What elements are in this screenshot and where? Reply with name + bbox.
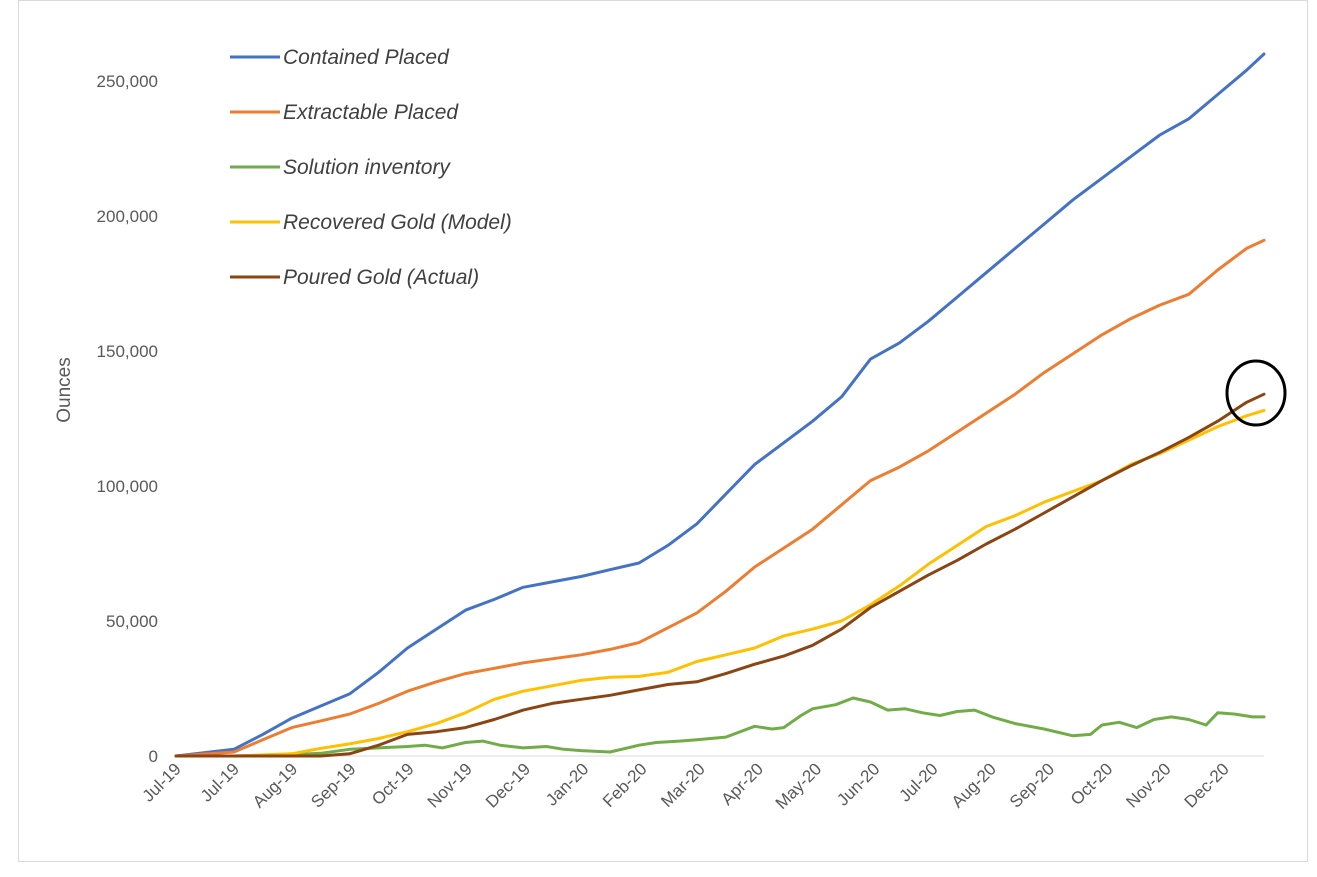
x-tick-label: Oct-19 [368, 759, 418, 809]
legend-label: Recovered Gold (Model) [283, 211, 512, 234]
x-tick-label: Sep-20 [1006, 759, 1058, 811]
y-tick-label: 150,000 [97, 342, 158, 361]
x-tick-label: Sep-19 [307, 759, 359, 811]
y-tick-label: 100,000 [97, 477, 158, 496]
x-tick-label: Jul-19 [139, 759, 185, 805]
x-tick-label: Aug-20 [948, 759, 1000, 811]
x-tick-label: Nov-19 [424, 759, 476, 811]
y-tick-label: 50,000 [106, 612, 158, 631]
legend-label: Solution inventory [283, 156, 451, 179]
x-tick-label: Jul-20 [896, 759, 942, 805]
series-line-contained-placed [174, 52, 1266, 758]
x-tick-label: Dec-19 [482, 759, 534, 811]
y-axis-title: Ounces [54, 357, 75, 422]
x-tick-label: Aug-19 [249, 759, 301, 811]
y-tick-label: 200,000 [97, 207, 158, 226]
series-line-solution-inventory [174, 696, 1266, 758]
y-tick-label: 250,000 [97, 72, 158, 91]
series-line-poured-gold-actual [174, 392, 1266, 758]
x-tick-label: Jan-20 [542, 759, 592, 809]
x-tick-label: Dec-20 [1181, 759, 1233, 811]
legend-label: Extractable Placed [283, 101, 459, 124]
legend-label: Poured Gold (Actual) [283, 266, 479, 289]
highlight-circle [1225, 359, 1287, 427]
x-tick-label: Mar-20 [657, 759, 709, 811]
x-tick-label: Jun-20 [833, 759, 883, 809]
y-tick-label: 0 [149, 747, 158, 766]
x-tick-label: May-20 [772, 759, 826, 813]
x-tick-label: Oct-20 [1067, 759, 1117, 809]
chart-frame [18, 0, 1308, 862]
legend-label: Contained Placed [283, 46, 450, 69]
series-line-recovered-gold-model [174, 408, 1266, 758]
x-tick-label: Feb-20 [599, 759, 651, 811]
x-tick-label: Apr-20 [718, 759, 768, 809]
x-tick-label: Jul-19 [197, 759, 243, 805]
series-line-extractable-placed [174, 238, 1266, 758]
x-tick-label: Nov-20 [1122, 759, 1174, 811]
